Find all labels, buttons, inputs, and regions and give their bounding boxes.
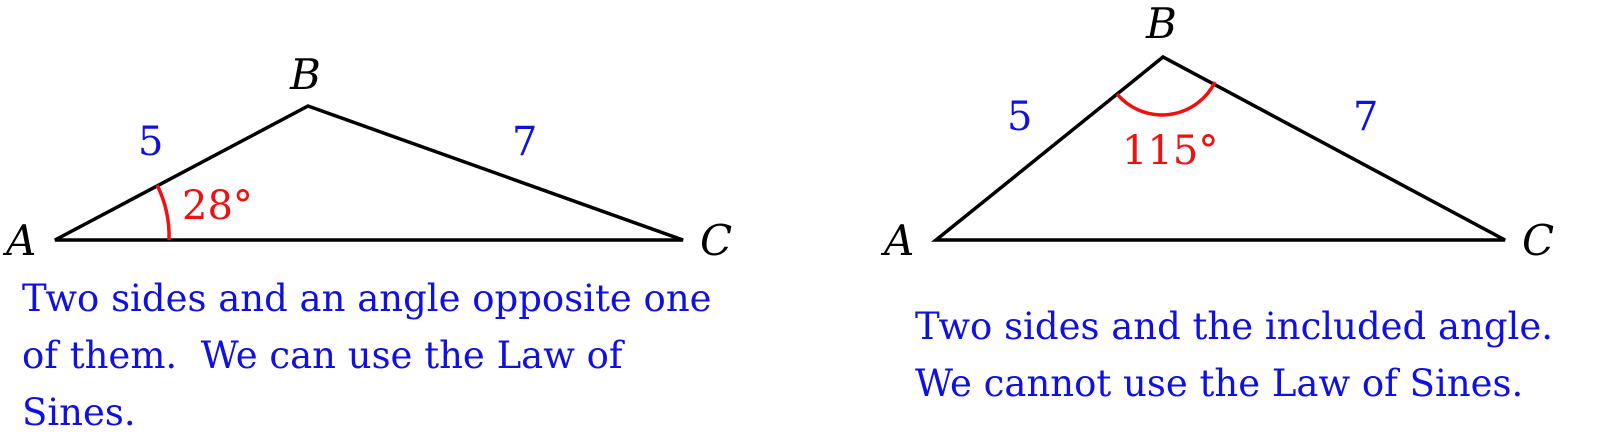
left-caption: Two sides and an angle opposite one of t… [22,270,712,441]
right-side-ab-label: 5 [1007,94,1032,140]
right-vertex-a-label: A [880,216,914,265]
right-vertex-c-label: C [1522,216,1554,265]
left-triangle: A B C 5 7 28° [2,50,732,265]
left-side-bc-label: 7 [512,119,537,165]
right-angle-b-label: 115° [1122,128,1218,174]
left-vertex-c-label: C [700,216,732,265]
left-caption-line: Sines. [22,391,136,434]
left-triangle-outline [54,104,684,242]
right-caption: Two sides and the included angle. We can… [915,298,1553,412]
right-triangle-outline [931,54,1506,242]
right-caption-line: Two sides and the included angle. [915,305,1554,348]
left-angle-a-arc [155,184,171,241]
right-caption-line: We cannot use the Law of Sines. [915,362,1524,405]
right-vertex-b-label: B [1145,0,1177,48]
right-triangle: A B C 5 7 115° [880,0,1554,265]
right-angle-b-arc [1115,81,1217,117]
left-vertex-a-label: A [2,216,36,265]
left-angle-a-label: 28° [182,183,253,229]
left-caption-line: of them. We can use the Law of [22,334,623,377]
left-vertex-b-label: B [289,50,321,99]
right-side-bc-label: 7 [1353,94,1378,140]
left-side-ab-label: 5 [138,119,163,165]
left-caption-line: Two sides and an angle opposite one [22,277,712,320]
